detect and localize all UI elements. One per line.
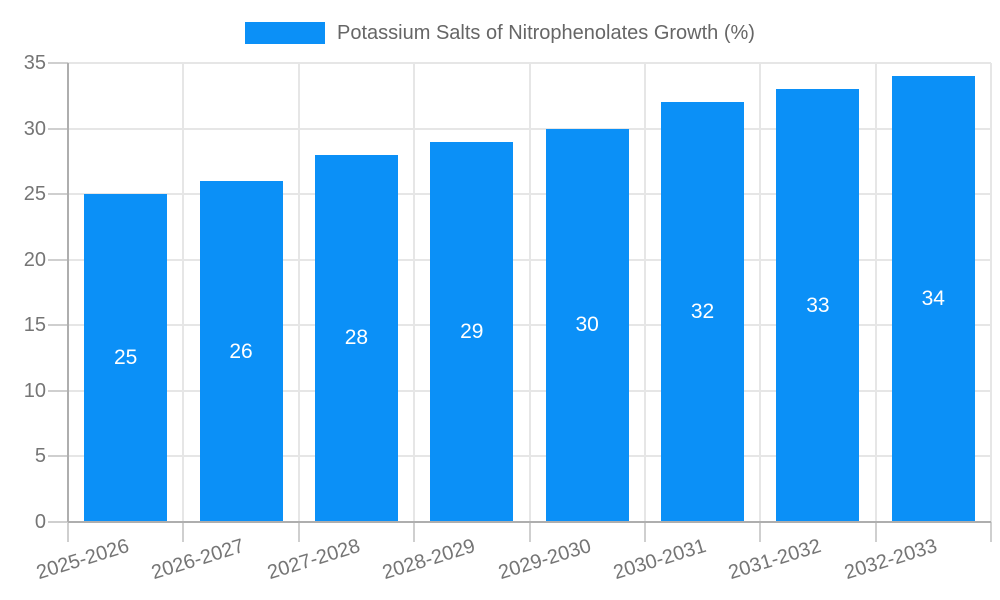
v-gridline (528, 63, 531, 522)
x-axis-category-label: 2025-2026 (33, 535, 132, 585)
x-axis-tick (990, 522, 992, 542)
x-axis-tick (413, 522, 416, 542)
bar-value-label: 30 (575, 313, 599, 337)
x-axis-tick (643, 522, 646, 542)
y-axis-tick-label: 0 (34, 511, 46, 533)
x-axis-category-label: 2030-2031 (610, 535, 709, 585)
bar-value-label: 33 (806, 293, 830, 317)
y-axis-tick (48, 455, 68, 458)
bar[interactable]: 28 (314, 154, 398, 522)
bar[interactable]: 34 (891, 76, 975, 522)
bar[interactable]: 29 (430, 141, 514, 522)
legend-label: Potassium Salts of Nitrophenolates Growt… (337, 22, 755, 44)
bar[interactable]: 33 (776, 89, 860, 522)
v-gridline (759, 63, 762, 522)
x-axis-tick (759, 522, 762, 542)
y-axis-tick-label: 5 (34, 445, 46, 468)
bar-value-label: 26 (229, 339, 253, 363)
v-gridline (413, 63, 416, 522)
v-gridline (182, 63, 185, 522)
y-axis-tick-label: 25 (23, 183, 46, 206)
plot-area: 0 5 10 15 20 25 30 35 25 26 28 29 30 32 33 34 2025-2026 2… (24, 53, 992, 584)
y-axis-tick (48, 258, 68, 261)
x-axis-tick (874, 522, 877, 542)
x-axis-tick (528, 522, 531, 542)
bar-value-label: 29 (460, 319, 484, 343)
y-axis-tick-label: 35 (23, 52, 46, 74)
v-gridline (643, 63, 646, 522)
x-axis-line (68, 521, 991, 523)
v-gridline (297, 63, 300, 522)
bar-value-label: 34 (921, 287, 945, 311)
y-axis-tick-label: 20 (23, 248, 46, 271)
bar[interactable]: 25 (84, 194, 168, 522)
bar-value-label: 28 (344, 326, 369, 350)
v-gridline (874, 63, 877, 522)
x-axis-tick (297, 522, 300, 542)
bar-value-label: 25 (114, 346, 138, 370)
y-axis-tick (48, 127, 68, 130)
legend-item[interactable]: Potassium Salts of Nitrophenolates Growt… (0, 22, 1000, 44)
x-axis-category-label: 2027-2028 (264, 535, 363, 585)
bar[interactable]: 32 (661, 102, 745, 522)
y-axis-tick (48, 193, 68, 196)
x-axis-tick (67, 522, 69, 542)
y-axis-tick (48, 324, 68, 327)
y-axis-tick-label: 15 (23, 314, 46, 337)
x-axis-category-label: 2031-2032 (726, 535, 825, 585)
x-axis-category-label: 2028-2029 (380, 535, 478, 585)
y-axis-tick-label: 30 (23, 117, 46, 140)
y-axis-line (67, 63, 69, 522)
legend-swatch (245, 22, 326, 44)
y-axis-tick-label: 10 (23, 379, 46, 402)
y-axis-tick (48, 389, 68, 392)
x-axis-tick (182, 522, 185, 542)
x-axis-category-label: 2026-2027 (149, 535, 248, 585)
bar[interactable]: 30 (545, 128, 629, 522)
x-axis-category-label: 2032-2033 (841, 535, 940, 585)
bar[interactable]: 26 (199, 181, 283, 522)
y-axis-tick (48, 521, 68, 523)
y-axis-tick (48, 62, 68, 64)
bar-value-label: 32 (690, 300, 715, 324)
v-gridline (990, 63, 992, 522)
x-axis-category-label: 2029-2030 (495, 535, 594, 585)
